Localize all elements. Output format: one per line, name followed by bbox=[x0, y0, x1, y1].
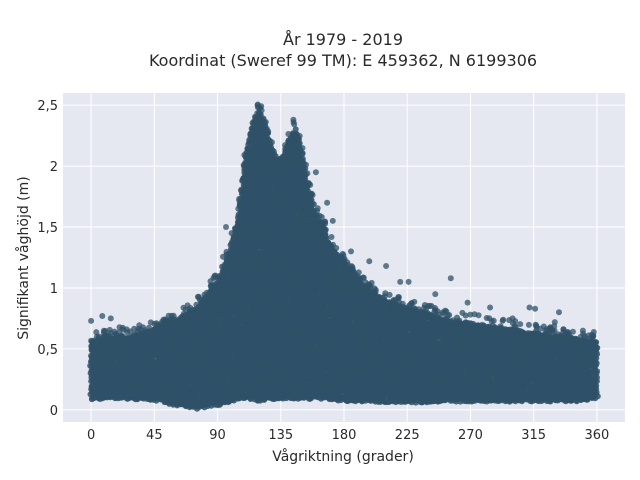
chart-title-line1: År 1979 - 2019 bbox=[283, 30, 403, 49]
chart-title-line2: Koordinat (Sweref 99 TM): E 459362, N 61… bbox=[149, 51, 537, 70]
data-points bbox=[87, 101, 601, 412]
